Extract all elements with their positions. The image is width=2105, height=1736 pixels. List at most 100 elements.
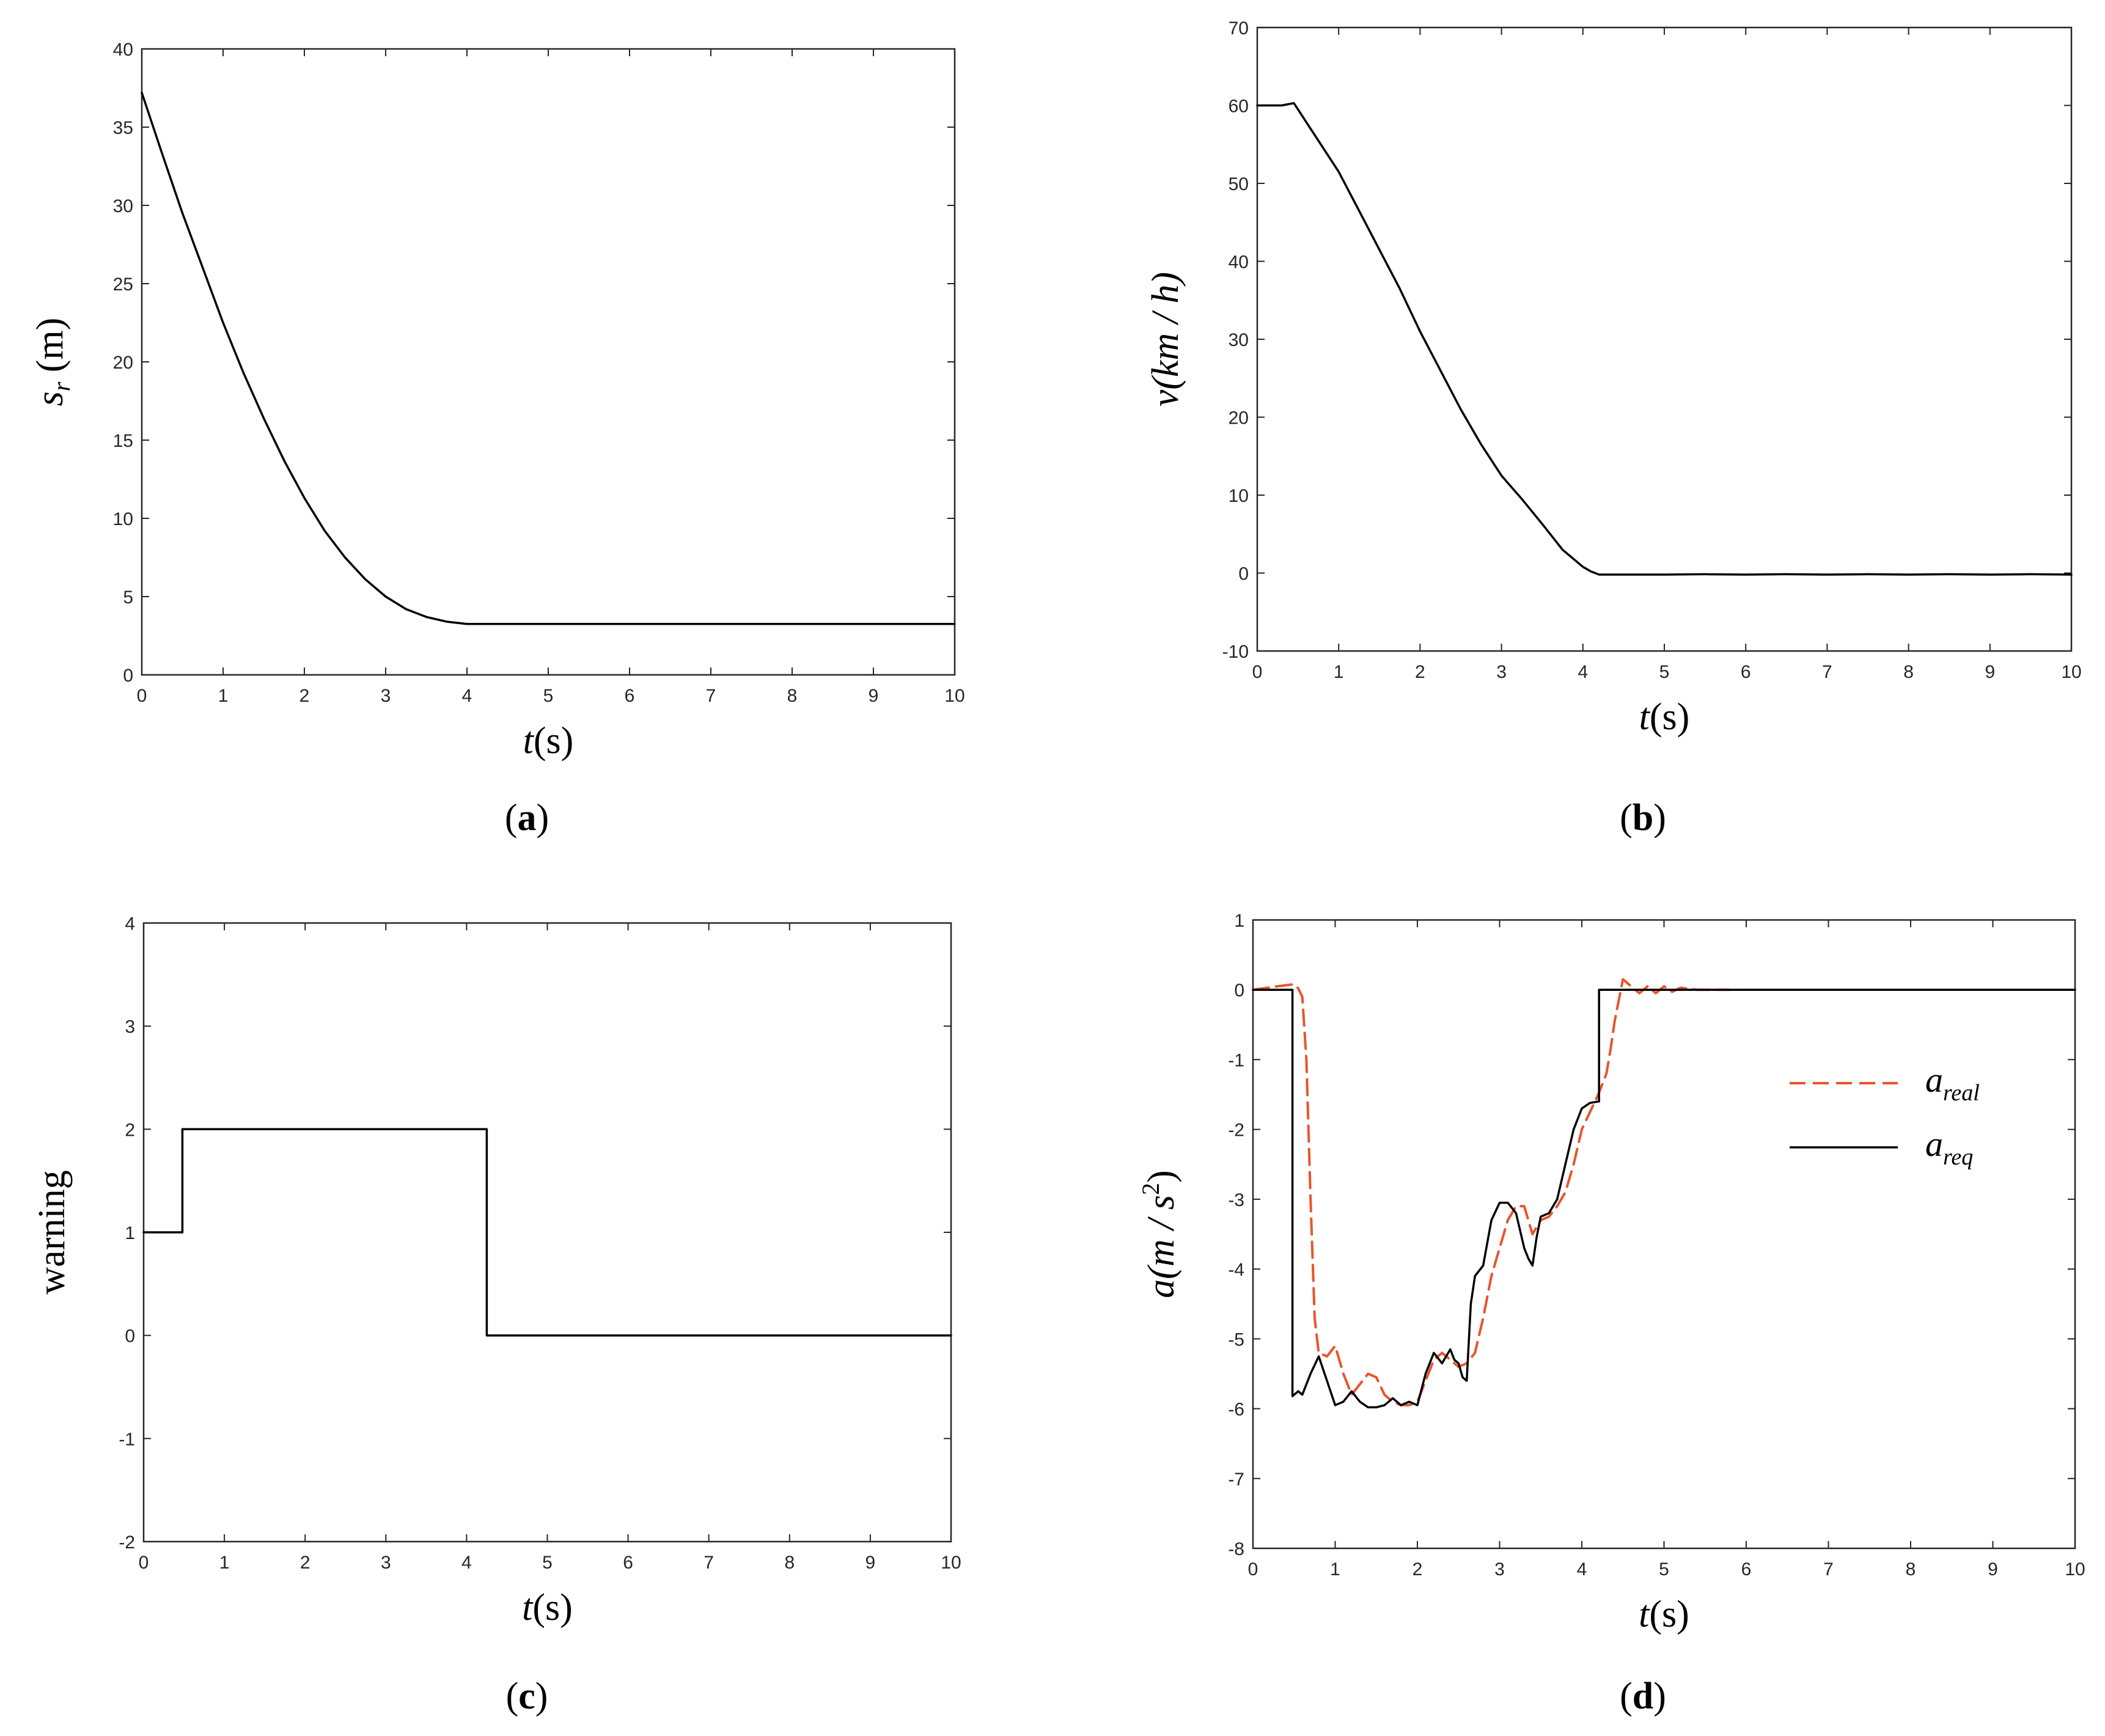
- y-tick-label: 70: [1229, 18, 1249, 39]
- x-tick-label: 3: [1494, 1559, 1505, 1580]
- x-tick-label: 2: [299, 686, 310, 706]
- legend-label-a-req: areq: [1925, 1124, 1973, 1170]
- x-axis-label: t(s): [1639, 696, 1690, 738]
- x-tick-label: 0: [137, 686, 147, 706]
- panel-label: (b): [1620, 797, 1666, 839]
- x-axis-label: t(s): [523, 720, 574, 762]
- chart-panel-c: 0 1 2 3 4 5 6 7 8 9 10 -2 -1 0 1 2 3 4 t(s) warning (c): [31, 914, 961, 1717]
- y-tick-label: 10: [1229, 486, 1249, 506]
- x-tick-label: 3: [381, 686, 391, 706]
- x-tick-label: 10: [2065, 1559, 2085, 1580]
- y-tick-label: 40: [1229, 252, 1249, 273]
- y-tick-label: -4: [1228, 1260, 1244, 1280]
- x-tick-label: 7: [1822, 662, 1832, 682]
- x-tick-label: 0: [1248, 1559, 1258, 1580]
- y-tick-label: 10: [113, 509, 133, 529]
- x-tick-label: 7: [704, 1553, 714, 1573]
- x-axis-label: t(s): [1639, 1594, 1689, 1635]
- axes-frame: [1252, 919, 2076, 1550]
- y-tick-label: 0: [1238, 564, 1249, 584]
- x-tick-label: 3: [1496, 662, 1507, 682]
- axes-frame: [142, 922, 952, 1543]
- x-tick-label: 4: [462, 686, 472, 706]
- x-tick-label: 9: [865, 1553, 876, 1573]
- x-tick-label: 8: [787, 686, 798, 706]
- x-tick-label: 6: [625, 686, 635, 706]
- y-tick-label: -7: [1228, 1469, 1244, 1490]
- x-tick-label: 1: [1334, 662, 1344, 682]
- x-tick-label: 4: [461, 1553, 472, 1573]
- x-tick-label: 9: [1988, 1559, 1998, 1580]
- x-tick-label: 7: [706, 686, 716, 706]
- x-tick-label: 6: [1741, 1559, 1752, 1580]
- y-tick-label: 1: [125, 1223, 135, 1243]
- x-tick-label: 10: [2061, 662, 2081, 682]
- x-tick-label: 4: [1577, 1559, 1587, 1580]
- y-tick-label: 2: [125, 1120, 135, 1140]
- series-line-warning: [142, 1128, 952, 1337]
- axes-frame: [1256, 26, 2073, 652]
- x-tick-label: 1: [218, 686, 229, 706]
- x-tick-label: 0: [139, 1553, 149, 1573]
- x-tick-label: 7: [1823, 1559, 1834, 1580]
- y-tick-label: 30: [1229, 330, 1249, 350]
- x-tick-label: 0: [1252, 662, 1263, 682]
- y-tick-label: 50: [1229, 174, 1249, 194]
- y-tick-label: 60: [1229, 97, 1249, 117]
- y-tick-label: 25: [113, 274, 133, 295]
- y-tick-label: 5: [123, 587, 133, 608]
- series-line-a-req: [1252, 988, 2076, 1409]
- y-axis-label: a(m / s2): [1137, 1170, 1182, 1298]
- x-tick-label: 5: [543, 686, 554, 706]
- panel-label: (d): [1620, 1675, 1666, 1717]
- series-line-s-r: [141, 91, 956, 625]
- y-tick-label: -2: [1228, 1120, 1244, 1141]
- y-tick-label: 20: [1229, 408, 1249, 428]
- x-tick-label: 6: [623, 1553, 633, 1573]
- x-tick-label: 6: [1741, 662, 1751, 682]
- x-tick-label: 9: [869, 686, 879, 706]
- x-tick-label: 1: [219, 1553, 230, 1573]
- series-line-a-real: [1252, 978, 1732, 1407]
- y-tick-label: -3: [1228, 1190, 1244, 1210]
- x-tick-label: 10: [944, 686, 964, 706]
- panel-label: (a): [505, 797, 549, 839]
- y-tick-label: 15: [113, 431, 133, 451]
- legend: areal areq: [1790, 1060, 1980, 1170]
- y-tick-label: -1: [119, 1429, 135, 1449]
- y-tick-label: -2: [119, 1532, 135, 1553]
- x-tick-label: 10: [941, 1553, 961, 1573]
- x-tick-label: 8: [1906, 1559, 1916, 1580]
- y-axis-label: warning: [31, 1170, 73, 1294]
- legend-label-a-real: areal: [1925, 1060, 1980, 1106]
- y-tick-label: 0: [123, 666, 133, 686]
- y-tick-label: 3: [125, 1017, 135, 1037]
- axes-frame: [141, 48, 956, 676]
- series-line-v: [1256, 101, 2073, 576]
- y-tick-label: -1: [1228, 1050, 1244, 1070]
- y-tick-label: -8: [1228, 1539, 1244, 1559]
- y-tick-label: 30: [113, 196, 133, 216]
- x-axis-label: t(s): [522, 1587, 573, 1628]
- y-tick-label: 40: [113, 40, 133, 60]
- y-tick-label: 20: [113, 353, 133, 373]
- y-tick-label: 4: [125, 914, 135, 934]
- x-tick-label: 4: [1578, 662, 1588, 682]
- panel-label: (c): [506, 1675, 548, 1717]
- x-tick-label: 5: [542, 1553, 553, 1573]
- x-tick-label: 8: [784, 1553, 795, 1573]
- x-tick-label: 1: [1330, 1559, 1340, 1580]
- x-tick-label: 3: [381, 1553, 391, 1573]
- x-tick-label: 5: [1659, 662, 1670, 682]
- y-tick-label: 1: [1234, 911, 1244, 931]
- y-tick-label: 35: [113, 118, 133, 138]
- x-tick-label: 8: [1903, 662, 1914, 682]
- y-axis-label: v(km / h): [1145, 272, 1186, 406]
- y-axis-label: sr (m): [29, 318, 75, 406]
- y-tick-label: 0: [1234, 980, 1244, 1001]
- chart-panel-a: 0 1 2 3 4 5 6 7 8 9 10 0 5 10 15 20 25 30 35 40 t(s) sr (m) (a…: [29, 40, 965, 839]
- x-tick-label: 2: [1413, 1559, 1423, 1580]
- y-tick-label: -6: [1228, 1400, 1244, 1420]
